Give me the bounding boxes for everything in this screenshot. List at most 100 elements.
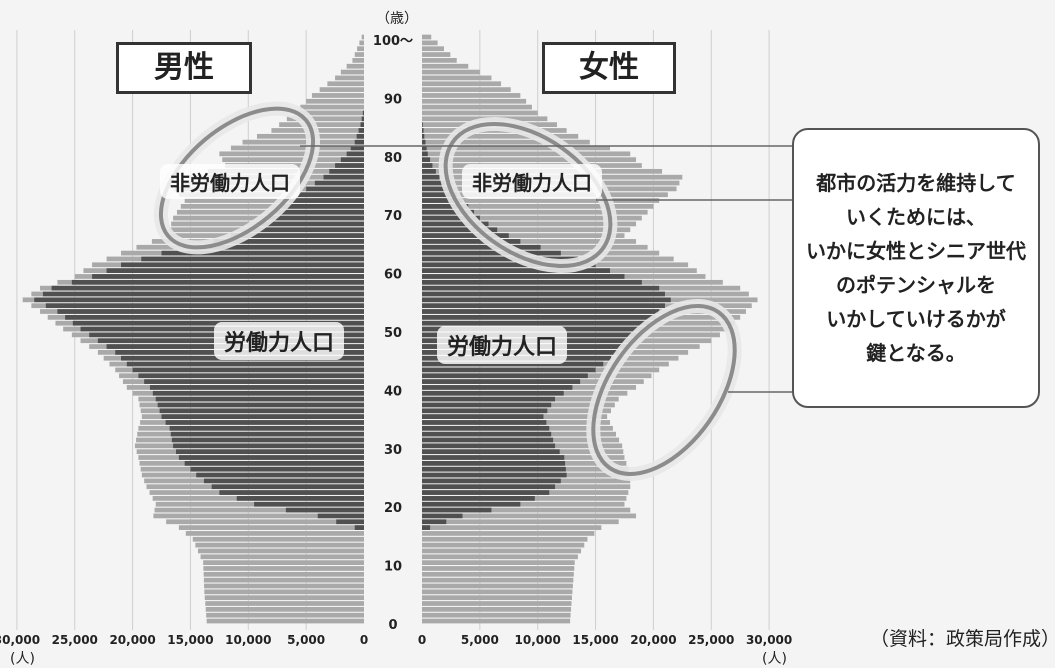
female-total-bar bbox=[422, 58, 457, 63]
female-total-bar bbox=[422, 151, 631, 157]
callout-line: 都市の活力を維持して bbox=[816, 171, 1016, 195]
female-labor-bar bbox=[422, 408, 548, 414]
female-labor-bar bbox=[422, 180, 446, 186]
male-labor-bar bbox=[157, 402, 364, 408]
male-total-bar bbox=[352, 58, 364, 63]
male-labor-bar bbox=[65, 314, 364, 320]
x-tick-label-right: 20,000 bbox=[630, 633, 676, 647]
female-labor-bar bbox=[422, 309, 660, 314]
male-labor-bar bbox=[362, 110, 364, 116]
male-labor-bar bbox=[184, 460, 364, 466]
female-labor-bar bbox=[422, 425, 550, 431]
male-labor-bar bbox=[358, 128, 364, 133]
male-labor-bar bbox=[42, 291, 365, 297]
male-labor-bar bbox=[314, 180, 364, 186]
male-total-bar bbox=[357, 46, 364, 52]
female-labor-bar bbox=[422, 402, 552, 408]
age-tick-label: 30 bbox=[384, 443, 402, 458]
female-total-bar bbox=[422, 87, 511, 92]
male-labor-bar bbox=[350, 145, 364, 151]
male-labor-bar bbox=[144, 379, 364, 384]
x-tick-label-right: 25,000 bbox=[688, 633, 734, 647]
female-total-bar bbox=[422, 531, 595, 536]
male-labor-bar bbox=[297, 192, 364, 198]
x-unit-left: (人) bbox=[10, 651, 35, 667]
female-labor-bar bbox=[422, 385, 573, 390]
x-tick-label-left: 25,000 bbox=[52, 633, 98, 647]
male-total-bar bbox=[319, 87, 364, 92]
female-labor-bar bbox=[422, 501, 521, 507]
x-tick-label-right: 0 bbox=[418, 633, 426, 647]
female-total-bar bbox=[422, 560, 575, 565]
callout-line: いかに女性とシニア世代 bbox=[806, 239, 1026, 263]
male-labor-bar bbox=[281, 204, 364, 209]
male-total-bar bbox=[178, 525, 364, 530]
female-labor-bar bbox=[422, 303, 665, 309]
female-labor-bar bbox=[422, 145, 427, 151]
male-labor-bar bbox=[203, 478, 364, 484]
male-labor-bar bbox=[361, 116, 364, 122]
male-total-bar bbox=[205, 601, 364, 606]
female-total-bar bbox=[422, 612, 571, 618]
female-total-bar bbox=[422, 93, 521, 98]
x-tick-label-left: 15,000 bbox=[167, 633, 213, 647]
male-total-bar bbox=[279, 122, 364, 127]
male-labor-bar bbox=[248, 227, 364, 233]
male-non-labor-ellipse bbox=[158, 106, 316, 250]
male-total-bar bbox=[192, 536, 364, 542]
male-labor-bar bbox=[171, 437, 364, 443]
female-working-age-ellipse bbox=[591, 304, 737, 476]
x-tick-label-left: 10,000 bbox=[225, 633, 271, 647]
male-labor-bar bbox=[178, 455, 364, 460]
female-total-bar bbox=[422, 519, 619, 525]
female-total-bar bbox=[422, 52, 451, 57]
male-labor-bar bbox=[34, 297, 364, 303]
male-total-bar bbox=[153, 513, 364, 519]
male-total-bar bbox=[195, 542, 364, 548]
female-total-bar bbox=[422, 513, 637, 519]
male-labor-bar bbox=[230, 233, 364, 238]
male-labor-bar bbox=[306, 186, 364, 192]
male-total-bar bbox=[359, 40, 364, 46]
male-labor-bar bbox=[161, 414, 364, 419]
male-non-labor-label: 非労働力人口 bbox=[160, 164, 300, 199]
female-labor-bar bbox=[422, 367, 596, 373]
female-labor-bar bbox=[422, 215, 480, 221]
x-tick-label-right: 15,000 bbox=[572, 633, 618, 647]
male-labor-bar bbox=[354, 525, 364, 530]
female-labor-bar bbox=[422, 449, 560, 455]
female-labor-bar bbox=[422, 373, 588, 379]
male-labor-bar bbox=[71, 279, 365, 285]
female-labor-bar bbox=[422, 513, 463, 519]
male-labor-bar bbox=[236, 496, 364, 501]
population-axis: 30,000 25,000 20,000 15,000 10,000 5,000 0 0 5,0… bbox=[0, 633, 792, 647]
female-labor-bar bbox=[422, 437, 554, 443]
male-labor-bar bbox=[190, 466, 364, 472]
female-labor-bar bbox=[422, 128, 424, 133]
age-tick-label: 0 bbox=[388, 618, 397, 633]
male-labor-bar bbox=[288, 198, 364, 203]
female-total-bar bbox=[422, 525, 602, 530]
female-total-bar bbox=[422, 204, 654, 209]
male-total-bar bbox=[206, 618, 364, 624]
female-labor-bar bbox=[422, 496, 535, 501]
female-labor-bar bbox=[422, 361, 604, 367]
male-labor-bar bbox=[175, 449, 364, 455]
age-unit-label: （歳） bbox=[376, 11, 418, 27]
female-total-bar bbox=[422, 571, 574, 577]
female-total-bar bbox=[422, 583, 573, 589]
male-labor-bar bbox=[159, 408, 364, 414]
female-labor-bar bbox=[422, 460, 566, 466]
callout-line: のポテンシャルを bbox=[836, 273, 996, 297]
female-total-bar bbox=[422, 606, 572, 612]
male-labor-bar bbox=[161, 250, 364, 256]
male-labor-bar bbox=[126, 361, 364, 367]
female-labor-bar bbox=[422, 244, 541, 250]
male-labor-bar bbox=[51, 285, 365, 291]
female-labor-bar bbox=[422, 519, 447, 525]
female-total-bar bbox=[422, 40, 438, 46]
male-labor-bar bbox=[317, 513, 364, 519]
female-non-labor-ellipse bbox=[443, 121, 613, 269]
female-labor-bar bbox=[422, 268, 611, 273]
x-unit-right: (人) bbox=[762, 651, 787, 667]
